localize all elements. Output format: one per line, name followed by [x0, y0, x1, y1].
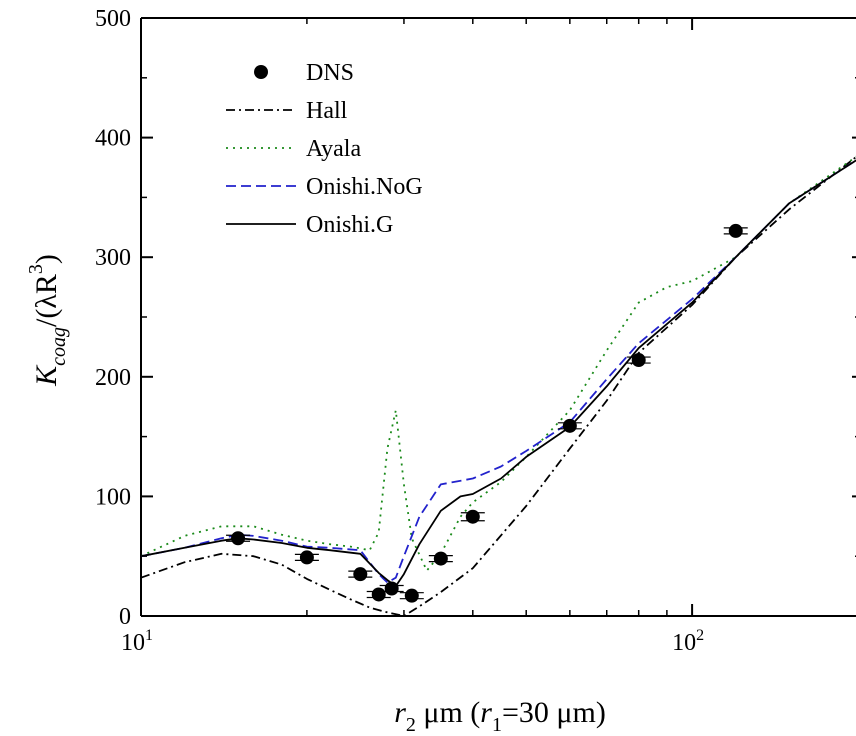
dns-data-point: [226, 531, 251, 546]
dns-marker: [631, 353, 646, 368]
legend-item-onishi-g: Onishi.G: [226, 212, 393, 238]
y-tick-label: 500: [95, 6, 131, 32]
dns-data-point: [626, 353, 651, 368]
y-tick-label: 0: [119, 604, 131, 630]
dns-data-point: [294, 550, 319, 565]
axis-ticks: 0 100 200 300 400 500 101 102: [95, 6, 856, 656]
y-tick-label: 300: [95, 245, 131, 271]
dns-marker: [231, 531, 246, 546]
series-line-onishi-nog: [141, 159, 856, 584]
series-layer: [141, 155, 856, 616]
x-tick-label: 101: [121, 627, 153, 656]
dns-marker: [465, 509, 480, 524]
y-tick-label: 200: [95, 365, 131, 391]
y-tick-label: 100: [95, 484, 131, 510]
dns-marker: [562, 418, 577, 433]
dns-data-point: [379, 581, 404, 596]
legend-label: Onishi.G: [306, 212, 393, 238]
dns-marker: [371, 587, 386, 602]
dns-data-point: [460, 509, 485, 524]
x-axis-title: r2 μm (r1=30 μm): [394, 696, 606, 736]
y-axis-title: Kcoag/(λR3): [25, 254, 70, 387]
dns-data-point: [723, 223, 748, 238]
dns-marker: [299, 550, 314, 565]
series-line-onishi-g: [141, 159, 856, 587]
dns-marker: [384, 581, 399, 596]
dns-data-point: [399, 588, 424, 603]
legend: DNS Hall Ayala Onishi.NoG Onishi.G: [226, 60, 423, 238]
legend-label: DNS: [306, 60, 354, 86]
legend-swatch: [254, 65, 268, 79]
legend-label: Ayala: [306, 136, 361, 162]
x-tick-label: 102: [672, 627, 704, 656]
series-line-ayala: [141, 155, 856, 572]
legend-item-onishi-nog: Onishi.NoG: [226, 174, 423, 200]
dns-data-point: [428, 551, 453, 566]
dns-marker: [353, 567, 368, 582]
dns-marker: [433, 551, 448, 566]
legend-item-hall: Hall: [226, 98, 348, 124]
legend-item-dns: DNS: [254, 60, 354, 86]
legend-label: Hall: [306, 98, 348, 124]
markers-layer: [226, 223, 748, 603]
dns-data-point: [557, 418, 582, 433]
legend-label: Onishi.NoG: [306, 174, 423, 200]
dns-marker: [728, 223, 743, 238]
series-line-hall: [141, 155, 856, 616]
dns-data-point: [348, 567, 373, 582]
y-tick-label: 400: [95, 126, 131, 152]
dns-marker: [404, 588, 419, 603]
legend-item-ayala: Ayala: [226, 136, 361, 162]
